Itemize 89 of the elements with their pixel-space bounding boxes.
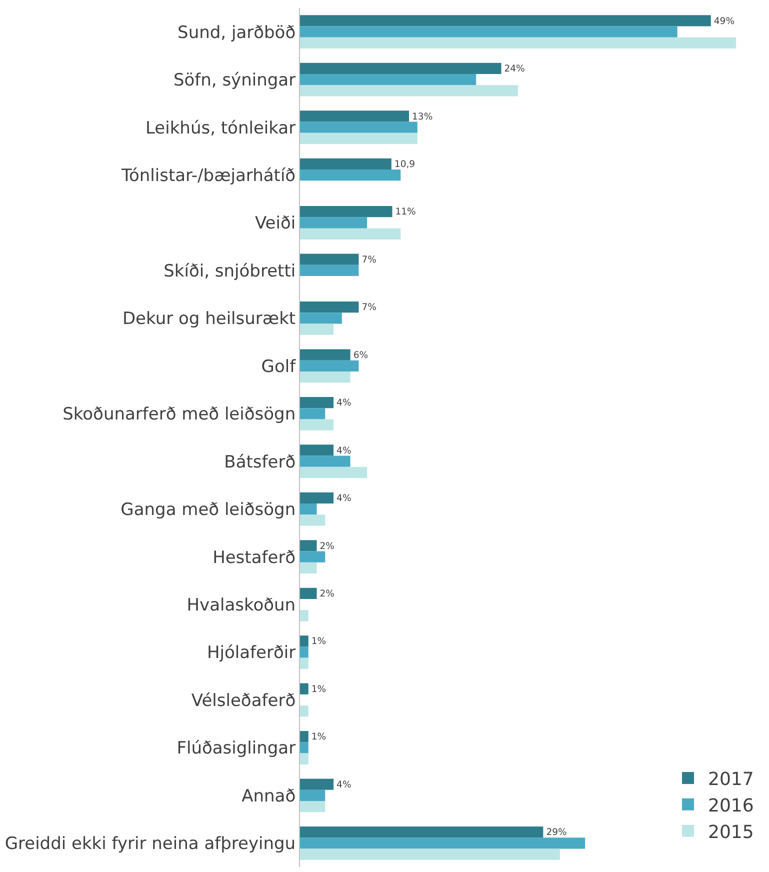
y-tick-label: Leikhús, tónleikar (145, 118, 296, 138)
y-tick-label: Hvalaskoðun (186, 595, 296, 616)
bar (300, 504, 317, 515)
data-label: 7% (362, 254, 377, 266)
bar (300, 408, 326, 420)
data-label: 49% (714, 16, 735, 27)
bar (300, 206, 392, 218)
data-label: 1% (311, 684, 326, 695)
bar (300, 826, 544, 838)
bar (300, 706, 308, 717)
bar (300, 396, 334, 408)
y-tick-label: Dekur og heilsurækt (122, 309, 296, 330)
bar (300, 324, 334, 335)
data-label: 1% (311, 732, 326, 743)
bar (300, 419, 334, 430)
bar (300, 169, 401, 181)
bar (300, 848, 560, 860)
bar (300, 132, 418, 144)
y-tick-label: Bátsferð (224, 452, 296, 472)
y-tick-label: Ganga með leiðsögn (120, 500, 296, 520)
bar (300, 85, 518, 96)
bar (300, 658, 308, 669)
bar (300, 26, 678, 38)
bar (300, 444, 334, 456)
y-tick-label: Golf (261, 356, 297, 377)
legend-label: 2017 (708, 769, 754, 790)
y-tick-label: Sund, jarðböð (178, 22, 296, 43)
bar (300, 62, 502, 74)
data-label: 24% (504, 64, 526, 75)
bar (300, 74, 476, 86)
bar (300, 683, 308, 694)
y-tick-label: Veiði (254, 214, 296, 234)
data-label: 4% (336, 779, 352, 790)
y-tick-label: Tónlistar-/bæjarhátíð (120, 166, 296, 186)
data-label: 2% (320, 540, 335, 552)
data-label: 4% (336, 493, 352, 504)
data-label: 4% (336, 398, 352, 409)
y-tick-label: Söfn, sýningar (173, 70, 296, 91)
bar (300, 540, 317, 552)
bar (300, 312, 342, 324)
bar (300, 742, 308, 754)
bar (300, 228, 401, 240)
y-tick-label: Hestaferð (212, 548, 296, 568)
bar (300, 360, 359, 372)
bar (300, 838, 586, 849)
y-tick-label: Annað (242, 786, 296, 806)
bar (300, 778, 334, 790)
bar (300, 636, 308, 647)
bar (300, 349, 350, 360)
bar (300, 466, 368, 478)
bar (300, 562, 317, 574)
data-label: 11% (395, 206, 416, 218)
data-label: 29% (546, 827, 567, 838)
bar (300, 800, 326, 812)
y-tick-label: Hjólaferðir (206, 643, 296, 664)
bar (300, 588, 317, 599)
bar (300, 492, 334, 504)
bar (300, 730, 308, 742)
bar (300, 217, 368, 228)
data-label: 4% (336, 445, 352, 456)
bar (300, 122, 418, 133)
bar (300, 15, 711, 26)
data-label: 10,9 (394, 158, 416, 170)
y-tick-label: Greiddi ekki fyrir neina afþreyingu (4, 834, 296, 854)
y-tick-label: Vélsleðaferð (191, 690, 296, 711)
bar (300, 37, 736, 49)
bar (300, 264, 359, 276)
bar (300, 158, 392, 170)
y-tick-label: Flúðasiglingar (176, 738, 296, 759)
y-tick-label: Skíði, snjóbretti (164, 261, 296, 282)
bar (300, 551, 326, 562)
bar (300, 790, 326, 801)
bar (300, 110, 410, 122)
y-tick-label: Skoðunarferð með leiðsögn (62, 404, 296, 425)
bar (300, 371, 350, 383)
bar (300, 646, 308, 658)
legend-label: 2015 (708, 822, 754, 843)
bar (300, 610, 308, 622)
bar (300, 254, 359, 265)
data-label: 7% (362, 302, 377, 314)
data-label: 13% (412, 111, 433, 122)
bar (300, 514, 326, 526)
data-label: 2% (320, 588, 335, 600)
bar (300, 301, 359, 313)
bar (300, 456, 350, 467)
data-label: 6% (353, 350, 368, 361)
legend-label: 2016 (708, 795, 754, 816)
data-label: 1% (311, 636, 326, 648)
bar (300, 753, 308, 764)
